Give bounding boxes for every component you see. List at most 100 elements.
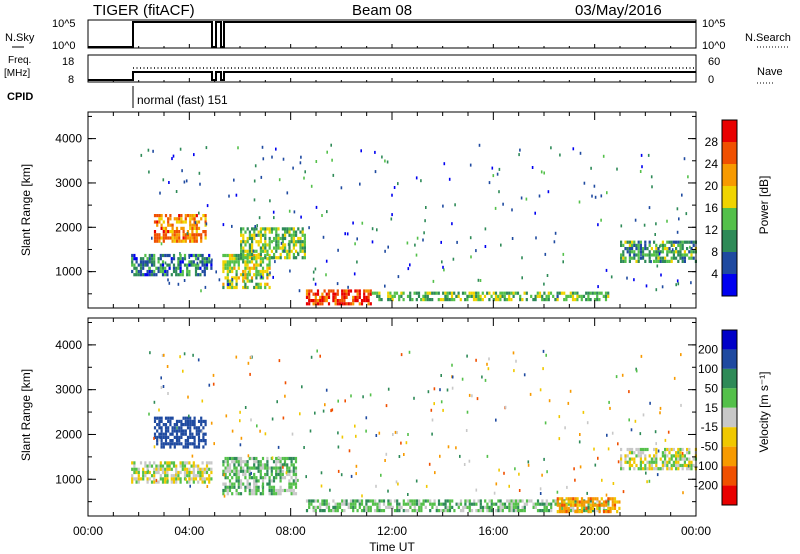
heatmap-cell (301, 227, 304, 231)
x-tick-label: 04:00 (174, 524, 204, 538)
heatmap-cell (184, 233, 187, 237)
heatmap-cell (620, 259, 623, 263)
heatmap-cell (683, 253, 686, 257)
heatmap-cell (683, 250, 686, 254)
colorbar-segment (722, 230, 737, 252)
heatmap-cell (208, 461, 211, 465)
heatmap-cell (512, 509, 515, 513)
heatmap-cell (330, 509, 333, 513)
heatmap-cell (292, 236, 295, 241)
heatmap-cell (281, 240, 284, 244)
heatmap-cell (275, 472, 278, 477)
heatmap-cell (308, 302, 311, 306)
scatter-echo (500, 243, 502, 247)
heatmap-cell (499, 502, 502, 506)
heatmap-cell (153, 480, 156, 484)
heatmap-cell (248, 472, 251, 477)
heatmap-cell (631, 250, 634, 254)
heatmap-cell (144, 464, 147, 468)
heatmap-cell (655, 460, 658, 464)
heatmap-cell (343, 289, 346, 293)
heatmap-cell (259, 273, 262, 277)
heatmap-cell (327, 295, 331, 299)
scatter-echo (527, 460, 530, 464)
heatmap-cell (341, 502, 344, 506)
heatmap-cell (222, 260, 225, 264)
heatmap-cell (607, 502, 610, 506)
heatmap-cell (576, 500, 579, 504)
scatter-echo (424, 219, 426, 223)
heatmap-cell (422, 502, 425, 506)
heatmap-cell (525, 291, 528, 295)
heatmap-cell (308, 505, 311, 509)
heatmap-cell (583, 500, 586, 504)
heatmap-cell (670, 250, 673, 254)
heatmap-cell (268, 246, 271, 250)
scatter-echo (253, 198, 256, 202)
heatmap-cell (235, 466, 238, 470)
heatmap-cell (477, 509, 480, 513)
heatmap-cell (275, 249, 278, 253)
heatmap-cell (409, 298, 412, 302)
heatmap-cell (191, 223, 194, 227)
heatmap-cell (341, 295, 344, 299)
heatmap-cell (181, 257, 184, 261)
scatter-echo (579, 433, 581, 436)
heatmap-cell (226, 260, 229, 264)
y-tick-label: 2000 (55, 220, 82, 234)
scatter-echo (609, 406, 611, 410)
scatter-echo (186, 232, 189, 235)
heatmap-cell (193, 435, 196, 439)
heatmap-cell (259, 233, 262, 237)
heatmap-cell (334, 302, 337, 306)
scatter-echo (322, 409, 325, 413)
heatmap-cell (644, 259, 647, 263)
heatmap-cell (188, 467, 191, 471)
heatmap-cell (343, 499, 346, 503)
scatter-echo (199, 182, 201, 186)
heatmap-cell (235, 260, 238, 264)
heatmap-cell (148, 253, 151, 258)
heatmap-cell (319, 502, 322, 506)
heatmap-cell (253, 472, 256, 477)
heatmap-cell (155, 467, 158, 471)
heatmap-cell (367, 505, 370, 509)
scatter-echo (321, 214, 323, 217)
heatmap-cell (279, 469, 282, 473)
heatmap-cell (499, 291, 502, 295)
heatmap-cell (205, 461, 209, 465)
scatter-echo (494, 206, 497, 210)
scatter-echo (415, 479, 418, 483)
scatter-echo (274, 260, 276, 264)
heatmap-cell (365, 505, 368, 509)
heatmap-cell (650, 457, 653, 461)
heatmap-cell (255, 263, 258, 267)
heatmap-cell (604, 291, 608, 295)
heatmap-cell (512, 294, 515, 298)
heatmap-cell (237, 476, 240, 480)
heatmap-cell (642, 460, 645, 464)
heatmap-cell (224, 266, 227, 270)
heatmap-cell (343, 292, 346, 296)
scatter-echo (543, 171, 545, 175)
heatmap-cell (275, 466, 278, 470)
heatmap-cell (591, 503, 595, 507)
heatmap-cell (310, 499, 313, 503)
heatmap-cell (670, 454, 673, 458)
heatmap-cell (490, 502, 493, 506)
heatmap-cell (164, 435, 168, 439)
heatmap-cell (550, 509, 553, 513)
heatmap-cell (251, 243, 254, 247)
scatter-echo (289, 269, 291, 273)
heatmap-cell (248, 485, 251, 489)
heatmap-cell (532, 505, 535, 509)
heatmap-cell (268, 479, 271, 483)
heatmap-cell (547, 502, 551, 506)
scatter-echo (352, 221, 354, 225)
scatter-echo (518, 489, 521, 492)
heatmap-cell (164, 416, 168, 420)
station-title: TIGER (fitACF) (93, 2, 195, 19)
heatmap-cell (237, 460, 240, 464)
scatter-echo (498, 167, 501, 171)
nsearch-tick-bottom: 10^0 (702, 40, 726, 52)
